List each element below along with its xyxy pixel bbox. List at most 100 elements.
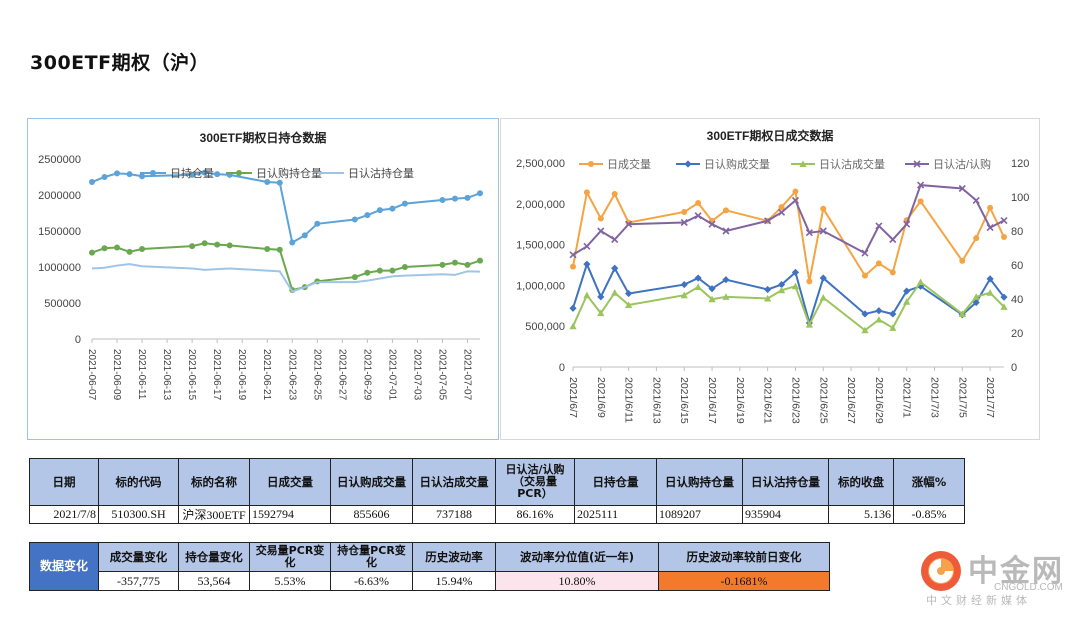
x-tick-label: 2021/6/19: [734, 377, 746, 424]
data-point: [889, 310, 897, 318]
data-point: [597, 309, 605, 317]
table-cell: -357,775: [98, 571, 179, 591]
data-point: [791, 196, 800, 204]
data-point: [126, 248, 133, 255]
data-point: [959, 257, 966, 264]
header-cell: 日认购成交量: [330, 458, 413, 506]
x-tick-label: 2021/6/15: [678, 377, 690, 424]
data-point: [625, 220, 633, 228]
header-cell: 日认购持仓量: [656, 458, 743, 506]
data-point: [451, 195, 458, 202]
data-point: [569, 322, 577, 330]
y-tick-label-right: 100: [1011, 192, 1029, 204]
data-point: [764, 217, 772, 225]
data-point: [680, 280, 688, 289]
data-point: [819, 274, 827, 282]
y-tick-label-left: 0: [559, 362, 565, 374]
header-cell: 日认沽成交量: [412, 458, 496, 506]
data-point: [583, 242, 591, 250]
data-point: [597, 293, 605, 301]
data-point: [611, 191, 618, 198]
table-cell: 1592794: [249, 505, 331, 524]
data-point: [958, 184, 966, 193]
data-point: [958, 310, 966, 317]
x-tick-label: 2021-06-17: [211, 349, 222, 401]
data-point: [805, 229, 813, 237]
data-point: [694, 212, 702, 220]
x-tick-label: 2021/6/13: [650, 377, 662, 424]
header-cell: 历史波动率: [412, 542, 496, 572]
data-point: [875, 307, 883, 315]
data-point: [820, 205, 827, 212]
y-tick-label: 2500000: [38, 154, 81, 166]
x-tick-label: 2021-06-29: [361, 349, 372, 401]
data-point: [972, 196, 980, 204]
legend-label: 日认沽持仓量: [348, 166, 414, 180]
data-point: [916, 278, 925, 286]
data-point: [986, 289, 994, 296]
data-point: [791, 282, 800, 290]
data-point: [903, 287, 911, 295]
data-point: [708, 295, 716, 303]
data-point: [401, 264, 408, 270]
daily-data-table: 日期 标的代码 标的名称 日成交量 日认购成交量 日认沽成交量 日认沽/认购（交…: [29, 458, 965, 524]
legend-label: 日认沽成交量: [819, 157, 885, 171]
data-point: [1001, 234, 1007, 241]
y-tick-label-right: 40: [1011, 294, 1023, 306]
volume-chart-panel: 300ETF期权日成交数据 0 500,000 1,000,000 1,500,000 2…: [500, 118, 1040, 440]
holding-chart-panel: 300ETF期权日持仓数据 0 500000 1000000 1500000 200000…: [27, 118, 499, 440]
table-row: 2021/7/8 510300.SH 沪深300ETF 1592794 8556…: [29, 505, 965, 524]
x-tick-label: 2021/6/23: [789, 377, 801, 424]
data-point: [570, 263, 576, 270]
y-tick-label-right: 120: [1011, 158, 1029, 170]
data-point: [583, 260, 591, 268]
data-point: [364, 269, 371, 276]
data-point: [201, 240, 208, 247]
data-point: [569, 304, 577, 312]
data-point: [903, 298, 911, 305]
data-point: [289, 239, 296, 246]
data-point: [917, 198, 924, 205]
data-point: [264, 246, 271, 252]
data-point: [792, 188, 799, 195]
y-tick-label: 500000: [44, 298, 81, 310]
x-tick-label: 2021-06-21: [261, 349, 272, 401]
header-cell: 持仓量变化: [178, 542, 250, 572]
data-point: [695, 199, 702, 206]
data-point: [611, 289, 619, 296]
header-cell: 日期: [29, 458, 99, 506]
data-point: [681, 208, 688, 215]
watermark-cn: 中金网: [968, 554, 1064, 589]
x-tick-label: 2021-07-03: [411, 349, 422, 401]
table-cell: 2025111: [574, 505, 657, 524]
series-line: [91, 171, 481, 245]
data-point: [903, 220, 911, 228]
table-cell: 737188: [412, 505, 496, 524]
header-cell: 日成交量: [249, 458, 331, 506]
data-point: [597, 227, 605, 235]
data-point: [972, 298, 980, 307]
x-tick-label: 2021-06-09: [111, 349, 122, 401]
data-point: [451, 259, 458, 266]
y-tick-label: 1500000: [38, 226, 81, 238]
x-tick-label: 2021-07-01: [386, 349, 397, 401]
data-point: [777, 286, 786, 294]
y-tick-label: 2000000: [38, 190, 81, 202]
data-point: [708, 220, 716, 228]
table-cell: 15.94%: [412, 571, 496, 591]
legend-marker: [913, 160, 921, 168]
header-cell: 涨幅%: [893, 458, 965, 506]
data-point: [201, 169, 208, 176]
x-tick-label: 2021/6/9: [595, 377, 607, 418]
data-point: [114, 244, 121, 251]
x-tick-label: 2021/7/7: [984, 377, 996, 418]
data-point: [861, 272, 868, 279]
table-cell: 855606: [330, 505, 413, 524]
header-cell: 交易量PCR变化: [249, 542, 331, 572]
x-tick-label: 2021/6/27: [845, 377, 857, 424]
y-tick-label: 1000000: [38, 262, 81, 274]
data-point: [477, 190, 483, 197]
data-change-label: 数据变化: [29, 542, 99, 591]
data-point: [889, 324, 897, 331]
data-point: [464, 194, 471, 201]
